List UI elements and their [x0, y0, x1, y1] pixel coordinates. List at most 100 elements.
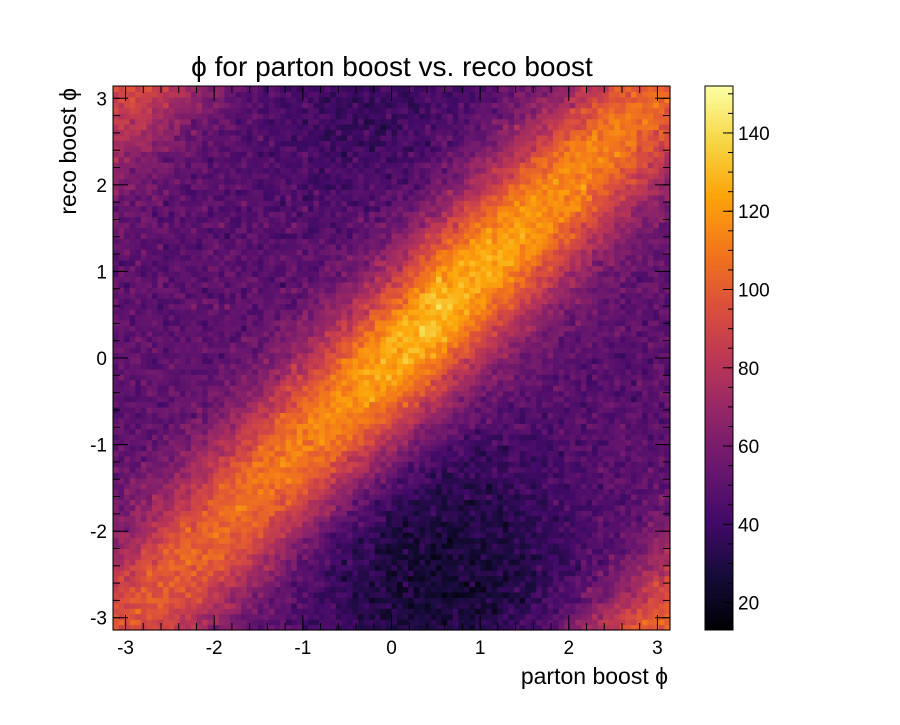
heatmap-cell [363, 504, 370, 511]
heatmap-cell [218, 156, 225, 163]
heatmap-cell [296, 91, 303, 98]
heatmap-cell [140, 575, 148, 582]
heatmap-cell [335, 548, 342, 555]
heatmap-cell [213, 532, 220, 539]
heatmap-cell [118, 466, 125, 473]
heatmap-cell [235, 368, 242, 375]
heatmap-cell [218, 205, 225, 212]
heatmap-cell [174, 298, 181, 305]
heatmap-cell [274, 102, 281, 109]
heatmap-cell [374, 515, 381, 522]
heatmap-cell [118, 494, 125, 501]
heatmap-cell [341, 265, 348, 272]
heatmap-cell [358, 347, 365, 354]
heatmap-cell [302, 91, 309, 98]
heatmap-cell [330, 374, 337, 381]
heatmap-cell [151, 156, 159, 163]
heatmap-cell [190, 145, 198, 152]
heatmap-cell [302, 222, 309, 229]
heatmap-cell [363, 347, 370, 354]
heatmap-cell [157, 341, 164, 348]
heatmap-cell [213, 183, 220, 190]
heatmap-cell [380, 173, 387, 180]
heatmap-cell [241, 156, 248, 163]
heatmap-cell [140, 303, 148, 310]
heatmap-cell [246, 488, 253, 495]
heatmap-cell [174, 243, 181, 250]
heatmap-cell [352, 227, 359, 234]
heatmap-cell [207, 466, 214, 473]
heatmap-cell [358, 608, 365, 615]
heatmap-cell [235, 211, 242, 218]
heatmap-cell [135, 243, 142, 250]
heatmap-cell [341, 466, 348, 473]
heatmap-cell [296, 107, 303, 114]
heatmap-cell [124, 423, 131, 430]
heatmap-cell [218, 602, 225, 609]
heatmap-cell [213, 597, 220, 604]
heatmap-cell [235, 542, 242, 549]
heatmap-cell [190, 417, 198, 424]
heatmap-cell [335, 439, 342, 446]
heatmap-cell [174, 472, 181, 479]
heatmap-cell [313, 445, 320, 452]
heatmap-cell [291, 586, 298, 593]
heatmap-cell [124, 434, 131, 441]
heatmap-cell [252, 499, 259, 506]
heatmap-cell [296, 379, 303, 386]
heatmap-cell [369, 205, 376, 212]
heatmap-cell [163, 292, 170, 299]
heatmap-cell [163, 428, 170, 435]
heatmap-cell [268, 374, 276, 381]
heatmap-cell [358, 309, 365, 316]
heatmap-cell [313, 325, 320, 332]
heatmap-cell [380, 243, 387, 250]
heatmap-cell [207, 559, 214, 566]
heatmap-cell [146, 200, 153, 207]
heatmap-cell [124, 358, 131, 365]
heatmap-cell [330, 570, 337, 577]
heatmap-cell [246, 439, 253, 446]
heatmap-cell [324, 521, 331, 528]
heatmap-cell [302, 466, 309, 473]
heatmap-cell [330, 211, 337, 218]
heatmap-cell [291, 341, 298, 348]
heatmap-cell [268, 532, 276, 539]
heatmap-cell [207, 363, 214, 370]
heatmap-cell [168, 336, 175, 343]
heatmap-cell [341, 330, 348, 337]
heatmap-cell [252, 412, 259, 419]
heatmap-cell [196, 406, 203, 413]
heatmap-cell [213, 151, 220, 158]
heatmap-cell [302, 564, 309, 571]
heatmap-cell [263, 216, 270, 223]
heatmap-cell [285, 439, 292, 446]
heatmap-cell [313, 287, 320, 294]
heatmap-cell [168, 330, 175, 337]
heatmap-cell [352, 352, 359, 359]
heatmap-cell [207, 325, 214, 332]
heatmap-cell [174, 542, 181, 549]
heatmap-cell [302, 363, 309, 370]
heatmap-cell [229, 309, 237, 316]
heatmap-cell [324, 379, 331, 386]
heatmap-cell [335, 597, 342, 604]
heatmap-cell [190, 243, 198, 250]
heatmap-cell [302, 140, 309, 147]
heatmap-cell [263, 140, 270, 147]
heatmap-cell [274, 287, 281, 294]
heatmap-cell [151, 151, 159, 158]
heatmap-cell [146, 619, 153, 626]
heatmap-cell [307, 423, 315, 430]
heatmap-cell [140, 396, 148, 403]
heatmap-cell [146, 298, 153, 305]
heatmap-cell [190, 260, 198, 267]
heatmap-cell [246, 91, 253, 98]
heatmap-cell [113, 537, 120, 544]
heatmap-cell [218, 319, 225, 326]
heatmap-cell [190, 249, 198, 256]
heatmap-cell [241, 200, 248, 207]
heatmap-cell [352, 189, 359, 196]
heatmap-cell [319, 423, 326, 430]
heatmap-cell [235, 363, 242, 370]
